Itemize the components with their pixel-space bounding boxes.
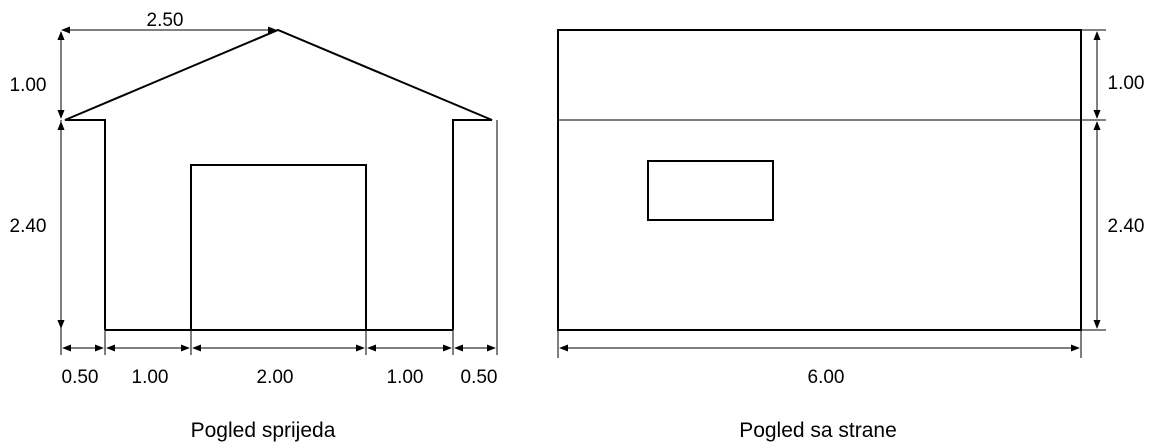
front-outline <box>64 28 493 330</box>
dim-roof-half-width: 2.50 <box>147 10 184 31</box>
dim-side-roof-height: 1.00 <box>1108 73 1145 94</box>
dim-bottom-0: 0.50 <box>62 367 99 388</box>
front-view-caption: Pogled sprijeda <box>191 419 336 442</box>
front-view: 2.50 1.00 2.40 0.50 1.00 2.00 1.00 0.50 … <box>10 10 498 442</box>
garage-door <box>190 164 367 330</box>
dim-bottom-1: 1.00 <box>132 367 169 388</box>
side-outline <box>557 29 1082 331</box>
dim-bottom-2: 2.00 <box>257 367 294 388</box>
side-view: 1.00 2.40 6.00 Pogled sa strane <box>557 29 1145 442</box>
side-view-caption: Pogled sa strane <box>739 419 897 442</box>
dim-front-roof-height: 1.00 <box>10 75 47 96</box>
dim-side-length: 6.00 <box>808 367 845 388</box>
dim-bottom-3: 1.00 <box>387 367 424 388</box>
dim-side-wall-height: 2.40 <box>1108 216 1145 237</box>
dim-bottom-4: 0.50 <box>461 367 498 388</box>
side-window <box>647 160 774 221</box>
dim-front-wall-height: 2.40 <box>10 216 47 237</box>
